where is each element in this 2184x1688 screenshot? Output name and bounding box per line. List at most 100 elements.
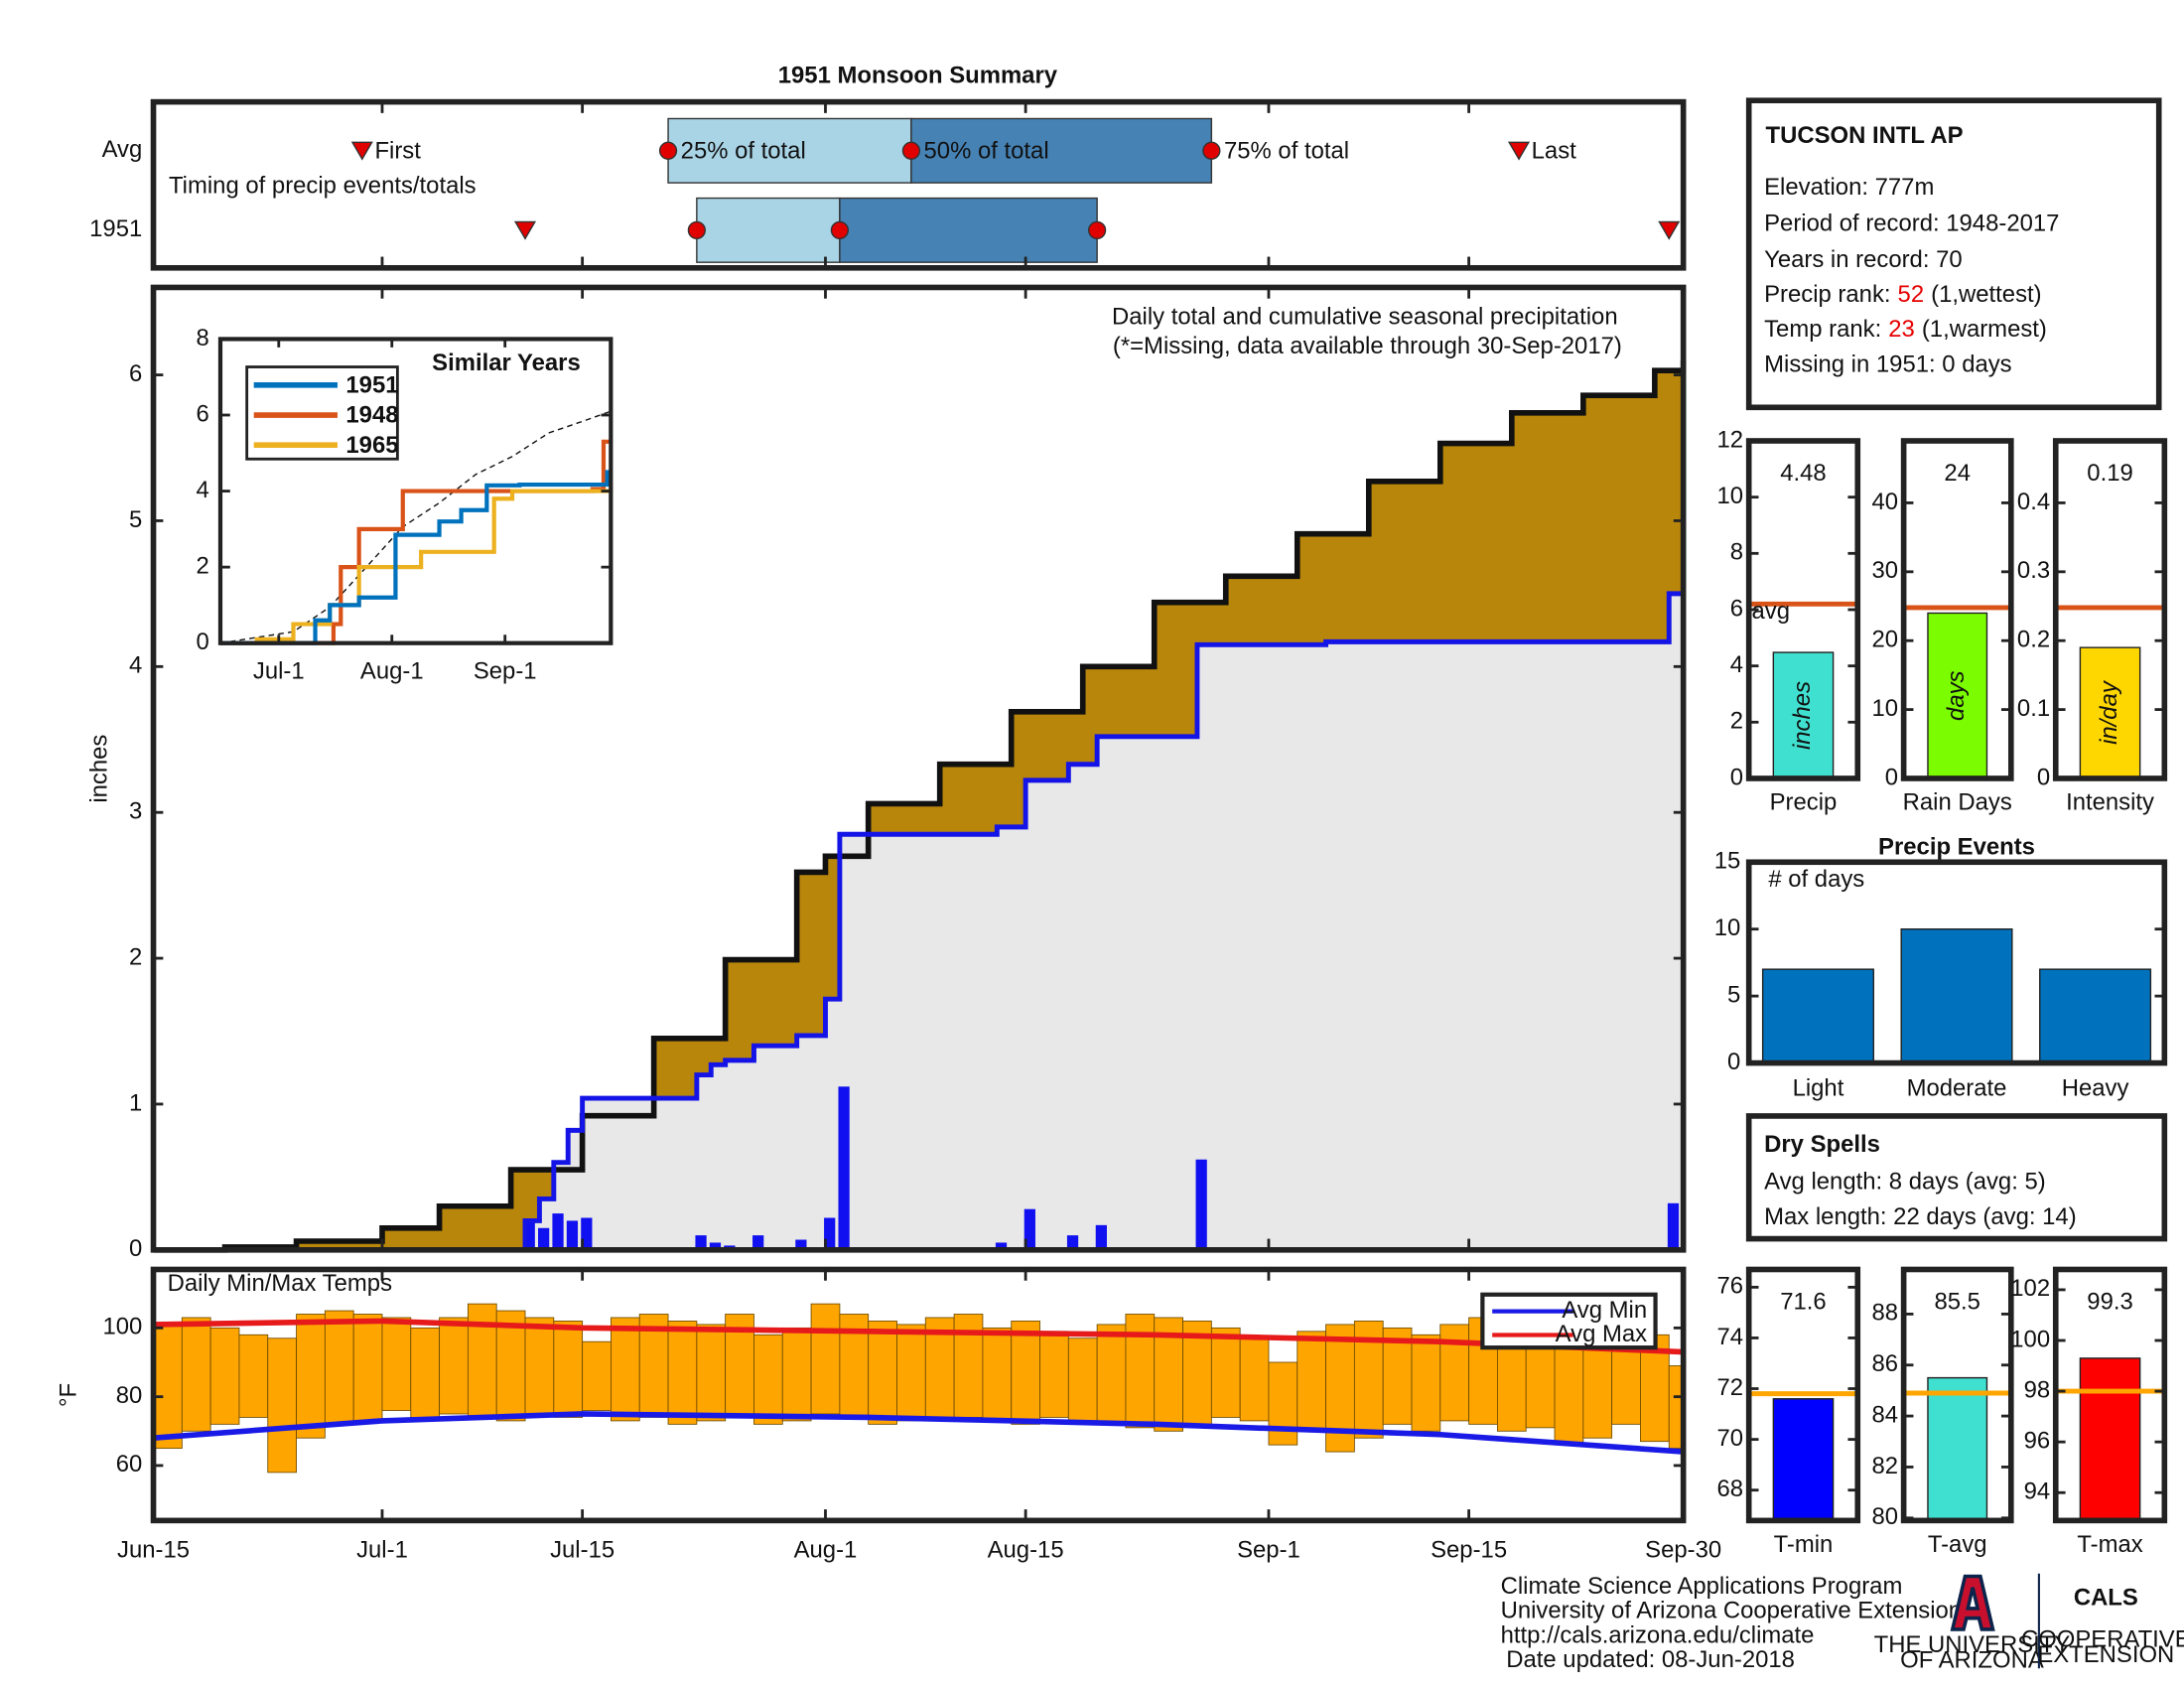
- station-info: Elevation: 777m: [1764, 174, 1934, 201]
- total-marker: [901, 141, 921, 160]
- y-tick-label: 68: [1717, 1476, 1744, 1502]
- x-tick-label: Sep-15: [1431, 1537, 1507, 1564]
- x-axis-label: Precip: [1770, 789, 1838, 816]
- event-marker: [350, 141, 373, 161]
- daily-precip-bar: [523, 1220, 535, 1250]
- event-bar: [2039, 968, 2152, 1064]
- value-label: 85.5: [1934, 1289, 1979, 1316]
- y-tick-label: 0.4: [2017, 489, 2050, 515]
- temp-range-bar: [153, 1324, 183, 1450]
- y-tick-label: 102: [2010, 1275, 2050, 1302]
- ua-wordmark: THE UNIVERSITY: [1874, 1631, 2071, 1658]
- temp-range-bar: [352, 1314, 383, 1422]
- average-cumulative-line: [153, 359, 1687, 1253]
- daily-precip-bar: [824, 1217, 836, 1250]
- value-bar: [2079, 1357, 2141, 1522]
- footer-line: Date updated: 08-Jun-2018: [1506, 1646, 1795, 1673]
- x-tick-label: Jul-1: [253, 658, 305, 685]
- temp-range-bar: [696, 1324, 727, 1422]
- panel-title: Precip Events: [1878, 834, 2035, 861]
- legend-label: 1965: [345, 432, 398, 459]
- temp-range-bar: [611, 1317, 640, 1422]
- total-marker: [830, 220, 850, 239]
- axes-frame: [150, 284, 1687, 1253]
- y-tick-label: 4: [196, 477, 208, 503]
- y-axis-label: inches: [85, 735, 112, 803]
- y-tick-label: 86: [1871, 1350, 1898, 1377]
- y-tick-label: 5: [129, 506, 142, 533]
- temp-range-bar: [381, 1317, 412, 1411]
- y-tick-label: 0.1: [2017, 695, 2050, 722]
- y-tick-label: 20: [1871, 627, 1898, 653]
- daily-precip-bar: [1667, 1202, 1680, 1250]
- row-label: 1951: [89, 215, 142, 242]
- y-tick-label: 84: [1871, 1401, 1898, 1428]
- footer-line: University of Arizona Cooperative Extens…: [1501, 1598, 1962, 1624]
- y-tick-label: 80: [116, 1382, 143, 1409]
- axes-frame: [1745, 859, 2168, 1066]
- temp-range-bar: [1297, 1331, 1327, 1432]
- value-bar: [1927, 612, 1988, 779]
- total-marker: [687, 220, 706, 239]
- legend-label: Avg Min: [1562, 1297, 1647, 1324]
- x-tick-label: Sep-1: [474, 658, 537, 685]
- reference-line: [219, 410, 612, 644]
- ua-logo: [1950, 1574, 1995, 1631]
- x-tick-label: Aug-1: [794, 1537, 858, 1564]
- temp-range-bar: [524, 1317, 555, 1415]
- y-tick-label: 0.3: [2017, 557, 2050, 584]
- rank-note: (1,wettest): [1931, 281, 2041, 308]
- y-tick-label: 8: [1730, 539, 1743, 566]
- x-axis-label: Rain Days: [1903, 789, 2012, 816]
- event-marker: [513, 220, 537, 240]
- daily-precip-bar: [1195, 1159, 1207, 1250]
- marker-label: 25% of total: [681, 138, 806, 165]
- annotation-note: (*=Missing, data available through 30-Se…: [1113, 333, 1622, 359]
- value-label: 24: [1944, 460, 1971, 487]
- footer-line: http://cals.arizona.edu/climate: [1501, 1621, 1815, 1648]
- daily-precip-bar: [1066, 1235, 1079, 1250]
- daily-precip-bar: [1024, 1208, 1035, 1250]
- x-axis-label: T-max: [2077, 1531, 2142, 1558]
- axes-frame: [1745, 438, 1861, 781]
- y-tick-label: 6: [1730, 595, 1743, 622]
- marker-label: 50% of total: [924, 138, 1049, 165]
- y-tick-label: 2: [1730, 708, 1743, 735]
- y-tick-label: 96: [2024, 1427, 2051, 1454]
- x-tick-label: Jul-15: [550, 1537, 614, 1564]
- y-tick-label: 40: [1871, 489, 1898, 515]
- temp-range-bar: [753, 1334, 783, 1425]
- y-tick-label: 98: [2024, 1376, 2051, 1403]
- event-marker: [1658, 220, 1681, 240]
- daily-precip-bar: [838, 1086, 850, 1250]
- y-tick-label: 5: [1727, 981, 1740, 1008]
- temp-range-bar: [1096, 1324, 1127, 1425]
- value-bar: [1772, 1398, 1835, 1522]
- footer-line: Climate Science Applications Program: [1501, 1573, 1903, 1600]
- x-axis-label: T-min: [1774, 1531, 1834, 1558]
- y-tick-label: 60: [116, 1451, 143, 1477]
- y-tick-label: 88: [1871, 1300, 1898, 1327]
- temp-range-bar: [181, 1317, 211, 1432]
- event-bar: [1900, 927, 2013, 1064]
- daily-precip-bar: [1095, 1224, 1107, 1250]
- temp-range-bar: [1210, 1327, 1241, 1418]
- y-axis-label: °F: [56, 1383, 82, 1407]
- station-info: Missing in 1951: 0 days: [1764, 351, 2012, 377]
- y-tick-label: 0: [1727, 1049, 1740, 1075]
- rank-value: 23: [1888, 316, 1915, 343]
- temp-range-bar: [868, 1321, 897, 1425]
- temp-range-bar: [667, 1321, 698, 1425]
- y-tick-label: 94: [2024, 1478, 2051, 1505]
- value-label: 4.48: [1780, 460, 1826, 487]
- y-tick-label: 15: [1714, 848, 1741, 875]
- y-tick-label: 0: [196, 629, 208, 655]
- annotation: Daily total and cumulative seasonal prec…: [1112, 304, 1618, 331]
- x-axis-label: Intensity: [2066, 789, 2154, 816]
- axes-frame: [217, 337, 614, 645]
- similar-year-line: [219, 487, 614, 645]
- x-tick-label: Sep-1: [1237, 1537, 1300, 1564]
- daily-precip-bar: [581, 1217, 593, 1250]
- value-label: 71.6: [1780, 1289, 1826, 1316]
- y-tick-label: 3: [129, 798, 142, 825]
